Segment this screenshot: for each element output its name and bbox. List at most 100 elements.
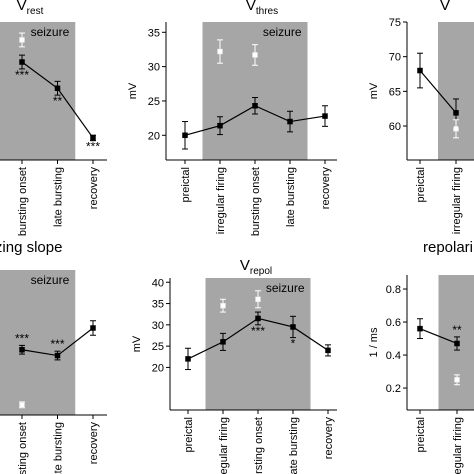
x-tick-label: late bursting bbox=[285, 167, 297, 227]
data-point bbox=[19, 59, 25, 65]
panel-title: Vrest bbox=[17, 0, 44, 17]
x-tick-label: recovery bbox=[323, 417, 335, 460]
panel-title: repolari bbox=[423, 239, 473, 256]
seizure-label: seizure bbox=[31, 273, 70, 287]
data-point bbox=[90, 135, 96, 141]
title-sub: thres bbox=[256, 6, 278, 17]
data-point bbox=[287, 118, 293, 125]
y-tick-label: 70 bbox=[389, 52, 401, 64]
data-point bbox=[255, 315, 261, 322]
title-main: izing slope bbox=[0, 239, 62, 256]
seizure-label: seizure bbox=[266, 281, 305, 295]
x-tick-label: irregular firing bbox=[218, 417, 230, 474]
y-tick-label: 30 bbox=[152, 320, 164, 332]
y-tick-label: 25 bbox=[152, 341, 164, 353]
data-point bbox=[220, 302, 226, 309]
significance: *** bbox=[86, 140, 100, 154]
series-line bbox=[419, 328, 458, 345]
y-axis-label: 1 / ms bbox=[368, 327, 380, 357]
x-tick-label: preictal bbox=[415, 167, 427, 202]
title-sub: repol bbox=[250, 266, 272, 277]
title-sub: rest bbox=[27, 6, 44, 17]
y-tick-label: 25 bbox=[148, 96, 160, 108]
data-point bbox=[325, 347, 331, 354]
x-tick-label: bursting onset bbox=[17, 167, 29, 236]
x-tick-label: bursting onset bbox=[253, 417, 265, 474]
y-axis-label: mV bbox=[368, 82, 380, 99]
x-tick-label: preictal bbox=[183, 417, 195, 452]
x-tick-label: recovery bbox=[88, 422, 100, 465]
seizure-label: seizure bbox=[31, 25, 70, 39]
seizure-region bbox=[202, 22, 308, 160]
y-tick-label: 0.2 bbox=[386, 383, 401, 395]
panel-title: izing slope bbox=[0, 239, 62, 256]
x-tick-label: irregular firing bbox=[451, 167, 463, 234]
data-point bbox=[19, 37, 25, 43]
data-point bbox=[90, 325, 96, 331]
y-tick-label: 0.6 bbox=[386, 317, 401, 329]
y-tick-label: 40 bbox=[152, 277, 164, 289]
data-point bbox=[322, 113, 328, 119]
significance: *** bbox=[50, 337, 64, 351]
panel-title: V bbox=[440, 0, 450, 14]
data-point bbox=[217, 48, 223, 55]
seizure-region bbox=[0, 270, 76, 415]
x-tick-label: late bursting bbox=[288, 417, 300, 474]
x-tick-label: bursting onset bbox=[250, 167, 262, 236]
y-tick-label: 75 bbox=[389, 17, 401, 29]
data-point bbox=[54, 352, 61, 359]
y-axis-label: mV bbox=[127, 82, 139, 99]
x-tick-label: late bursting bbox=[53, 422, 65, 474]
y-tick-label: 35 bbox=[148, 27, 160, 39]
title-main: repolari bbox=[423, 239, 473, 256]
data-point bbox=[454, 340, 460, 347]
series-line bbox=[419, 70, 457, 114]
title-main: V bbox=[240, 257, 250, 274]
data-point bbox=[19, 347, 25, 353]
data-point bbox=[182, 132, 188, 139]
y-tick-label: 35 bbox=[152, 299, 164, 311]
significance: *** bbox=[15, 68, 29, 82]
data-point bbox=[454, 377, 460, 383]
x-tick-label: preictal bbox=[180, 167, 192, 202]
significance: * bbox=[291, 337, 296, 351]
data-point bbox=[453, 110, 459, 116]
x-tick-label: irregular firing bbox=[452, 417, 464, 474]
x-tick-label: irregular firing bbox=[215, 167, 227, 234]
title-main: V bbox=[17, 0, 27, 14]
data-point bbox=[417, 325, 423, 332]
data-point bbox=[220, 339, 226, 345]
y-axis-label: mV bbox=[131, 335, 143, 352]
x-tick-label: preictal bbox=[415, 417, 427, 452]
significance: ** bbox=[452, 323, 462, 337]
data-point bbox=[252, 103, 258, 109]
significance: *** bbox=[15, 331, 29, 345]
y-tick-label: 60 bbox=[389, 121, 401, 133]
panel-title: Vrepol bbox=[240, 257, 272, 277]
y-tick-label: 0.4 bbox=[386, 350, 401, 362]
seizure-region bbox=[438, 22, 474, 160]
title-main: V bbox=[440, 0, 450, 14]
significance: *** bbox=[251, 324, 265, 338]
data-point bbox=[54, 85, 61, 91]
data-point bbox=[217, 122, 223, 129]
data-point bbox=[19, 402, 25, 408]
x-tick-label: recovery bbox=[88, 167, 100, 210]
y-tick-label: 20 bbox=[152, 362, 164, 374]
data-point bbox=[453, 126, 459, 132]
y-tick-label: 65 bbox=[389, 86, 401, 98]
y-tick-label: 20 bbox=[148, 130, 160, 142]
data-point bbox=[255, 296, 261, 303]
x-tick-label: recovery bbox=[320, 167, 332, 210]
title-main: V bbox=[246, 0, 256, 14]
panel-title: Vthres bbox=[246, 0, 278, 17]
seizure-label: seizure bbox=[263, 25, 302, 39]
data-point bbox=[252, 52, 258, 58]
data-point bbox=[185, 356, 191, 362]
y-tick-label: 0.8 bbox=[386, 284, 401, 296]
seizure-region bbox=[0, 22, 76, 160]
significance: ** bbox=[53, 94, 63, 108]
data-point bbox=[290, 324, 296, 330]
y-tick-label: 30 bbox=[148, 62, 160, 74]
